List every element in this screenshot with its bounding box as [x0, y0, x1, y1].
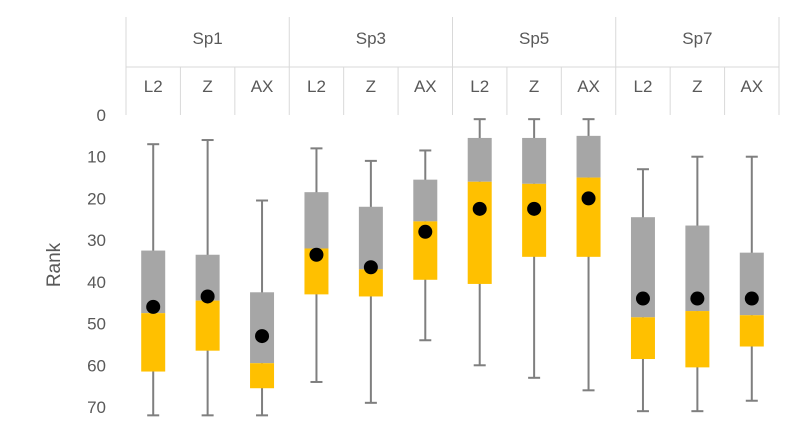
- box-lower-sp5-ax: [576, 177, 601, 257]
- group-label-sp1: Sp1: [193, 29, 223, 48]
- mean-marker-sp3-z: [363, 260, 378, 275]
- method-label-sp3-z: Z: [366, 77, 376, 96]
- group-label-sp7: Sp7: [682, 29, 712, 48]
- box-upper-sp1-ax: [250, 292, 275, 364]
- box-upper-sp5-l2: [467, 137, 492, 182]
- group-label-sp3: Sp3: [356, 29, 386, 48]
- y-tick-label: 10: [87, 148, 106, 167]
- box-upper-sp3-z: [358, 206, 383, 270]
- box-upper-sp7-ax: [739, 252, 764, 316]
- mean-marker-sp3-ax: [418, 224, 433, 239]
- box-upper-sp5-ax: [576, 135, 601, 178]
- box-lower-sp7-l2: [630, 317, 655, 360]
- plot-area: [141, 118, 764, 417]
- method-label-sp1-z: Z: [202, 77, 212, 96]
- y-tick-label: 20: [87, 189, 106, 208]
- mean-marker-sp5-z: [527, 201, 542, 216]
- box-lower-sp5-z: [522, 183, 547, 257]
- method-label-sp1-ax: AX: [251, 77, 274, 96]
- box-lower-sp7-ax: [739, 315, 764, 347]
- box-upper-sp3-l2: [304, 192, 329, 249]
- mean-marker-sp1-l2: [146, 299, 161, 314]
- category-header-lines: [125, 17, 780, 115]
- mean-marker-sp7-l2: [635, 291, 650, 306]
- mean-marker-sp1-z: [200, 289, 215, 304]
- method-label-sp7-l2: L2: [633, 77, 652, 96]
- method-label-sp5-z: Z: [529, 77, 539, 96]
- y-tick-label: 70: [87, 398, 106, 417]
- method-label-sp5-l2: L2: [470, 77, 489, 96]
- y-tick-label: 40: [87, 273, 106, 292]
- method-label-sp1-l2: L2: [144, 77, 163, 96]
- method-label-sp3-l2: L2: [307, 77, 326, 96]
- box-lower-sp7-z: [685, 311, 710, 368]
- method-label-sp7-z: Z: [692, 77, 702, 96]
- mean-marker-sp5-l2: [472, 201, 487, 216]
- y-tick-label: 60: [87, 356, 106, 375]
- box-lower-sp1-l2: [141, 313, 166, 372]
- method-label-sp7-ax: AX: [740, 77, 763, 96]
- group-label-sp5: Sp5: [519, 29, 549, 48]
- mean-marker-sp5-ax: [581, 191, 596, 206]
- mean-marker-sp7-ax: [744, 291, 759, 306]
- box-lower-sp5-l2: [467, 181, 492, 284]
- box-lower-sp1-z: [195, 300, 220, 351]
- box-upper-sp5-z: [522, 137, 547, 184]
- mean-marker-sp3-l2: [309, 247, 324, 262]
- y-axis-label: Rank: [44, 242, 65, 287]
- y-tick-label: 0: [97, 106, 106, 125]
- box-upper-sp3-ax: [413, 179, 438, 222]
- method-label-sp3-ax: AX: [414, 77, 437, 96]
- method-label-sp5-ax: AX: [577, 77, 600, 96]
- y-tick-label: 50: [87, 315, 106, 334]
- mean-marker-sp7-z: [690, 291, 705, 306]
- category-header-labels: Sp1 L2 Z AX Sp3 L2 Z AX Sp5 L2 Z AX Sp7 L2 Z AX: [144, 29, 763, 96]
- box-lower-sp1-ax: [250, 363, 275, 389]
- y-axis: 0 10 20 30 40 50 60 70: [87, 106, 106, 417]
- mean-marker-sp1-ax: [255, 329, 270, 344]
- y-tick-label: 30: [87, 231, 106, 250]
